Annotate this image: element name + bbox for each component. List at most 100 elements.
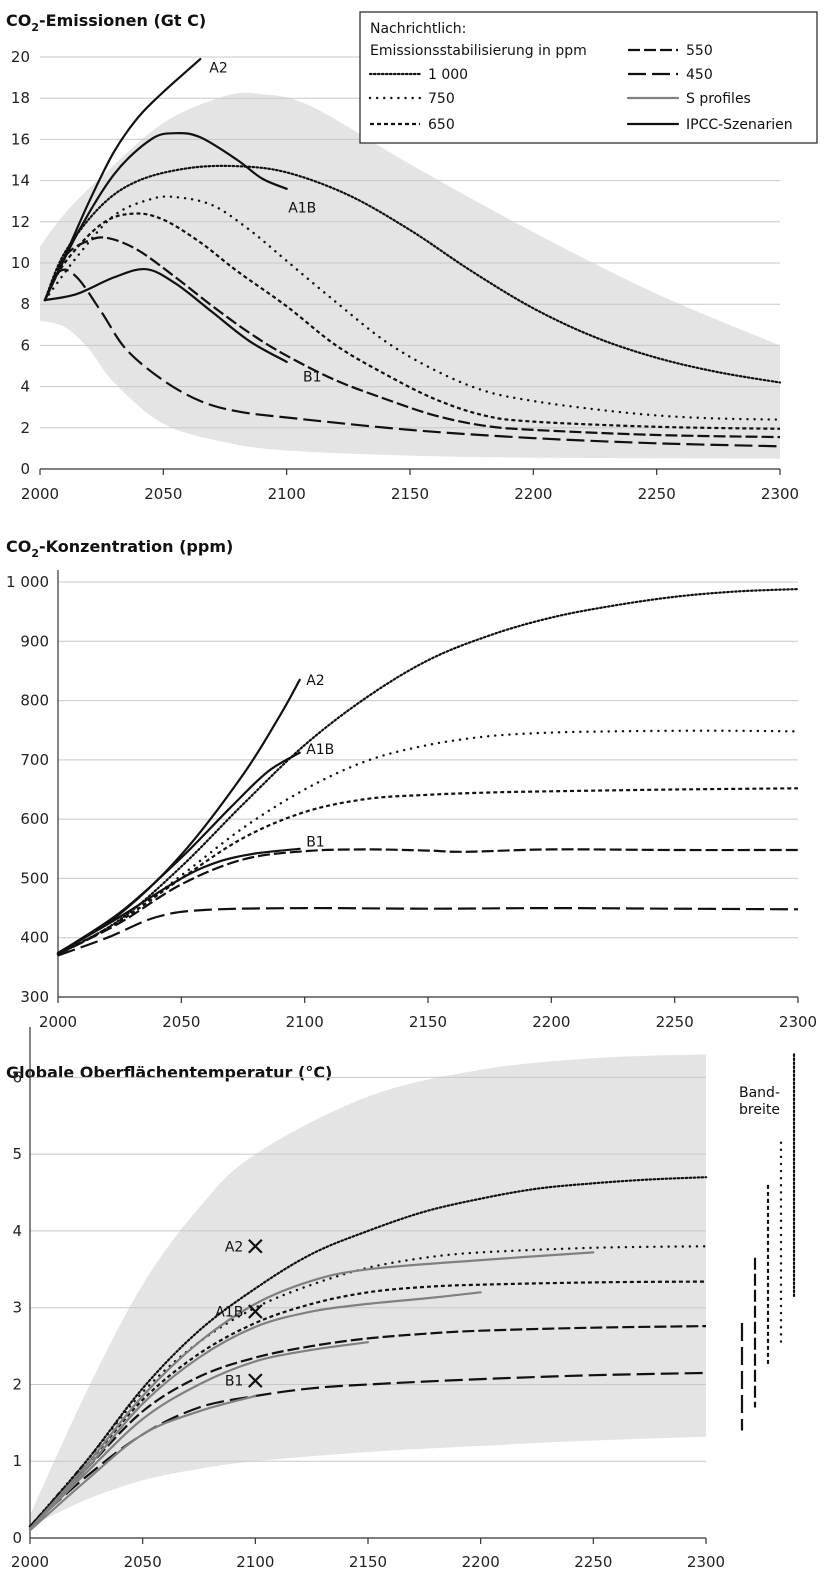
legend-item-label: S profiles <box>686 91 751 107</box>
y-tick-label: 0 <box>20 460 30 478</box>
series-line-ipcc <box>56 751 301 955</box>
legend-item-label: IPCC-Szenarien <box>686 117 793 133</box>
x-tick-label: 2000 <box>21 485 59 503</box>
x-tick-label: 2150 <box>349 1553 387 1571</box>
series-line-dash450 <box>57 906 799 957</box>
series-line-dash550 <box>57 848 799 956</box>
y-tick-label: 2 <box>20 419 30 437</box>
legend-item-label: 1 000 <box>428 67 468 83</box>
y-tick-label: 400 <box>20 929 49 947</box>
series-line-dot1000 <box>43 164 782 384</box>
x-tick-label: 2100 <box>286 1013 324 1031</box>
scenario-label: A1B <box>306 742 334 758</box>
x-tick-label: 2000 <box>39 1013 77 1031</box>
y-tick-label: 1 <box>12 1452 22 1470</box>
y-tick-label: 5 <box>12 1145 22 1163</box>
y-tick-label: 0 <box>12 1529 22 1547</box>
scenario-label: A2 <box>209 60 227 76</box>
y-tick-label: 800 <box>20 692 49 710</box>
concentration-chart: CO2-Konzentration (ppm) 300 400 500 600 700 8… <box>6 537 817 1031</box>
x-tick-label: 2300 <box>687 1553 725 1571</box>
series-line-dash650 <box>57 787 799 956</box>
y-tick-label: 300 <box>20 988 49 1006</box>
x-tick-label: 2100 <box>236 1553 274 1571</box>
x-tick-label: 2250 <box>574 1553 612 1571</box>
y-tick-label: 6 <box>20 336 30 354</box>
x-tick-label: 2100 <box>268 485 306 503</box>
y-tick-label: 2 <box>12 1375 22 1393</box>
series-line-dash550 <box>29 1325 707 1528</box>
x-tick-label: 2300 <box>761 485 799 503</box>
y-tick-label: 1 000 <box>6 573 49 591</box>
uncertainty-band <box>40 92 780 459</box>
series-line-sprof <box>28 1341 370 1530</box>
x-tick-label: 2150 <box>391 485 429 503</box>
series-line-dash450 <box>43 268 781 448</box>
y-tick-label: 900 <box>20 632 49 650</box>
x-tick-label: 2300 <box>779 1013 817 1031</box>
series-line-dot750 <box>56 729 800 956</box>
y-tick-label: 3 <box>12 1299 22 1317</box>
legend-box <box>359 11 818 144</box>
y-tick-label: 4 <box>12 1222 22 1240</box>
series-line-dot1000 <box>56 588 800 956</box>
y-tick-label: 600 <box>20 810 49 828</box>
y-tick-label: 14 <box>11 172 30 190</box>
y-tick-label: 8 <box>20 295 30 313</box>
scenario-marker-label: A2 <box>225 1239 243 1255</box>
legend-item-label: 650 <box>428 117 455 133</box>
legend: Nachrichtlich: Emissionsstabilisierung i… <box>359 11 818 144</box>
temperature-chart-title: Globale Oberflächentemperatur (°C) <box>6 1063 332 1082</box>
y-tick-label: 500 <box>20 869 49 887</box>
scenario-marker <box>248 1304 263 1319</box>
range-label-line-2: breite <box>739 1102 780 1118</box>
scenario-label: A1B <box>288 200 316 216</box>
x-tick-label: 2050 <box>162 1013 200 1031</box>
emissions-chart-title: CO2-Emissionen (Gt C) <box>6 11 206 34</box>
y-tick-label: 12 <box>11 213 30 231</box>
scenario-label: B1 <box>303 369 322 385</box>
scenario-marker-label: A1B <box>215 1305 243 1321</box>
x-tick-label: 2200 <box>462 1553 500 1571</box>
x-tick-label: 2250 <box>656 1013 694 1031</box>
y-tick-label: 18 <box>11 89 30 107</box>
series-line-ipcc <box>43 267 288 363</box>
series-line-ipcc <box>56 847 301 955</box>
scenario-marker <box>248 1239 263 1254</box>
y-tick-label: 10 <box>11 254 30 272</box>
x-tick-label: 2050 <box>124 1553 162 1571</box>
x-tick-label: 2050 <box>144 485 182 503</box>
series-line-dash450 <box>29 1371 707 1528</box>
legend-item-label: 450 <box>686 67 713 83</box>
legend-title-line-1: Nachrichtlich: <box>370 21 466 37</box>
series-line-sprof <box>28 1394 257 1532</box>
scenario-label: B1 <box>306 835 325 851</box>
uncertainty-band <box>30 1054 706 1527</box>
scenario-marker <box>248 1373 263 1388</box>
y-tick-label: 700 <box>20 751 49 769</box>
series-line-sprof <box>28 1251 595 1530</box>
legend-title-line-2: Emissionsstabilisierung in ppm <box>370 43 587 59</box>
series-line-dash550 <box>43 236 781 439</box>
series-line-dash650 <box>43 212 781 430</box>
series-line-ipcc <box>43 131 288 302</box>
y-tick-label: 20 <box>11 48 30 66</box>
x-tick-label: 2000 <box>11 1553 49 1571</box>
series-line-dash650 <box>29 1280 707 1528</box>
y-tick-label: 16 <box>11 130 30 148</box>
x-tick-label: 2200 <box>532 1013 570 1031</box>
y-tick-label: 4 <box>20 378 30 396</box>
series-line-sprof <box>28 1291 482 1530</box>
temperature-chart: Globale Oberflächentemperatur (°C) 0 1 2 3 4… <box>6 1027 796 1571</box>
scenario-label: A2 <box>306 673 324 689</box>
series-line-dot1000 <box>28 1176 708 1528</box>
range-label-line-1: Band- <box>739 1085 780 1101</box>
concentration-chart-title: CO2-Konzentration (ppm) <box>6 537 233 560</box>
x-tick-label: 2250 <box>638 485 676 503</box>
legend-item-label: 750 <box>428 91 455 107</box>
series-line-dot750 <box>43 195 782 421</box>
x-tick-label: 2150 <box>409 1013 447 1031</box>
scenario-marker-label: B1 <box>225 1374 244 1390</box>
y-tick-label: 6 <box>12 1068 22 1086</box>
